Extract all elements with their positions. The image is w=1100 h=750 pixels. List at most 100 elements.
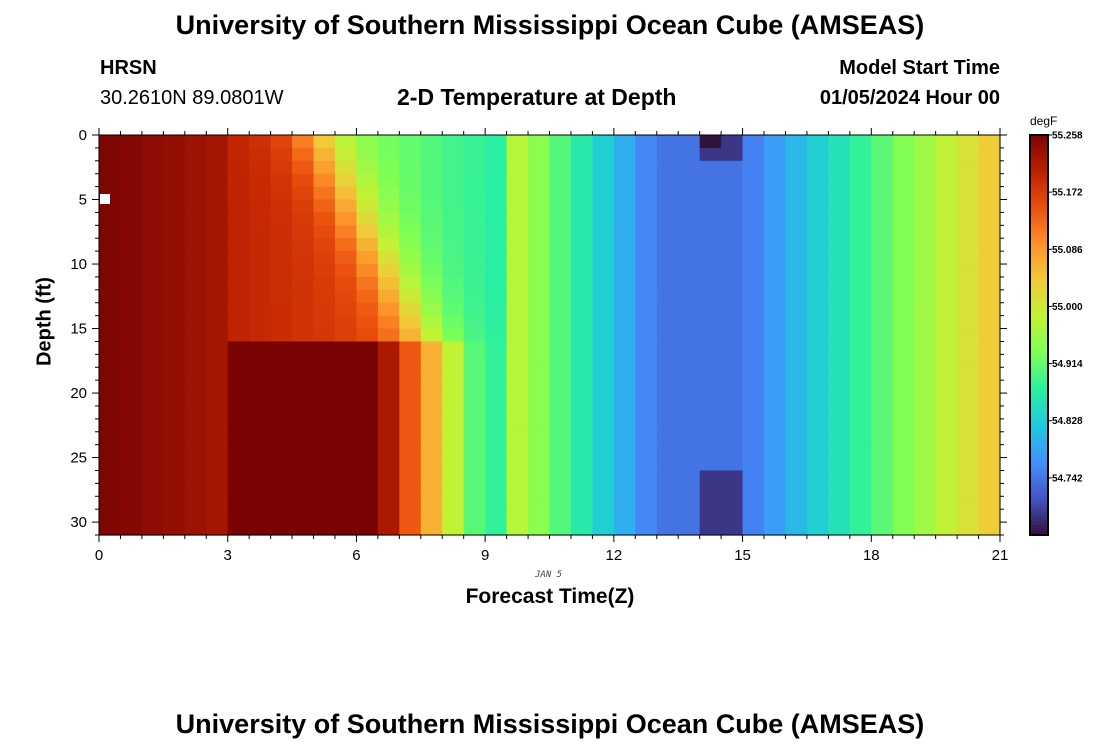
heatmap-cell [721, 264, 744, 278]
heatmap-cell [313, 470, 336, 484]
heatmap-cell [184, 264, 207, 278]
heatmap-cell [163, 328, 186, 343]
heatmap-cell [635, 380, 658, 394]
heatmap-cell [828, 418, 851, 433]
heatmap-cell [656, 354, 679, 368]
heatmap-cell [635, 405, 658, 420]
heatmap-cell [227, 457, 250, 472]
heatmap-cell [806, 328, 829, 343]
heatmap-cell [764, 186, 787, 201]
heatmap-cell [678, 444, 701, 459]
heatmap-cell [570, 289, 594, 304]
heatmap-cell [442, 522, 465, 536]
heatmap-cell [978, 496, 1001, 510]
heatmap-cell [399, 147, 422, 162]
heatmap-cell [785, 251, 808, 265]
heatmap-cell [678, 354, 701, 368]
heatmap-cell [334, 393, 358, 407]
heatmap-cell [871, 509, 894, 523]
heatmap-cell [592, 470, 615, 484]
heatmap-cell [442, 302, 465, 317]
heatmap-cell [785, 496, 808, 510]
heatmap-cell [957, 380, 980, 394]
heatmap-cell [892, 199, 915, 214]
heatmap-cell [892, 212, 915, 226]
heatmap-cell [828, 173, 851, 188]
heatmap-cell [528, 173, 551, 188]
heatmap-cell [270, 393, 293, 407]
heatmap-cell [485, 328, 508, 343]
heatmap-cell [356, 522, 379, 536]
heatmap-cell [613, 418, 636, 433]
heatmap-cell [313, 496, 336, 510]
heatmap-cell [849, 238, 872, 252]
heatmap-cell [570, 186, 594, 201]
heatmap-cell [399, 522, 422, 536]
heatmap-cell [721, 173, 744, 188]
heatmap-cell [892, 405, 915, 420]
heatmap-cell [313, 380, 336, 394]
heatmap-cell [163, 251, 186, 265]
heatmap-cell [549, 509, 572, 523]
heatmap-cell [613, 135, 636, 149]
y-tick-label: 15 [70, 321, 87, 338]
heatmap-cell [849, 186, 872, 201]
heatmap-cell [849, 367, 872, 381]
heatmap-cell [742, 367, 765, 381]
heatmap-cell [292, 418, 315, 433]
heatmap-cell [914, 341, 937, 355]
heatmap-cell [399, 276, 422, 291]
colorbar-segment [1030, 198, 1048, 203]
heatmap-cell [442, 444, 465, 459]
heatmap-cell [313, 457, 336, 472]
heatmap-cell [377, 354, 400, 368]
heatmap-cell [313, 367, 336, 381]
heatmap-cell [678, 496, 701, 510]
heatmap-cell [377, 522, 400, 536]
heatmap-cell [699, 444, 722, 459]
colorbar-segment [1030, 465, 1048, 469]
heatmap-cell [785, 367, 808, 381]
heatmap-cell [485, 173, 508, 188]
colorbar-segment [1030, 188, 1048, 193]
heatmap-cell [570, 276, 594, 291]
heatmap-cell [163, 341, 186, 355]
colorbar-segment [1030, 358, 1048, 363]
heatmap-cell [806, 341, 829, 355]
heatmap-cell [442, 354, 465, 368]
colorbar-segment [1030, 301, 1048, 306]
heatmap-cell [635, 496, 658, 510]
heatmap-cell [420, 238, 443, 252]
heatmap-cell [635, 522, 658, 536]
heatmap-cell [227, 135, 250, 149]
heatmap-cell [742, 470, 765, 484]
colorbar-segment [1030, 468, 1048, 473]
heatmap-cell [141, 264, 164, 278]
heatmap-cell [721, 470, 744, 484]
heatmap-cell [227, 393, 250, 407]
heatmap-cell [613, 522, 636, 536]
x-tick-label: 6 [352, 547, 360, 564]
heatmap-cell [184, 238, 207, 252]
heatmap-cell [399, 418, 422, 433]
heatmap-cell [120, 457, 143, 472]
heatmap-cell [957, 367, 980, 381]
heatmap-cell [120, 160, 143, 175]
heatmap-cell [678, 264, 701, 278]
heatmap-cell [785, 328, 808, 343]
heatmap-cell [420, 522, 443, 536]
heatmap-cell [592, 276, 615, 291]
colorbar-segment [1030, 521, 1048, 526]
heatmap-cell [485, 341, 508, 355]
heatmap-cell [613, 276, 636, 291]
heatmap-cell [206, 496, 229, 510]
heatmap-cell [420, 444, 443, 459]
heatmap-cell [399, 509, 422, 523]
heatmap-cell [99, 380, 122, 394]
heatmap-cell [442, 509, 465, 523]
heatmap-cell [292, 302, 315, 317]
heatmap-cell [485, 264, 508, 278]
heatmap-cell [678, 160, 701, 175]
heatmap-cell [957, 341, 980, 355]
colorbar-segment [1030, 335, 1048, 339]
